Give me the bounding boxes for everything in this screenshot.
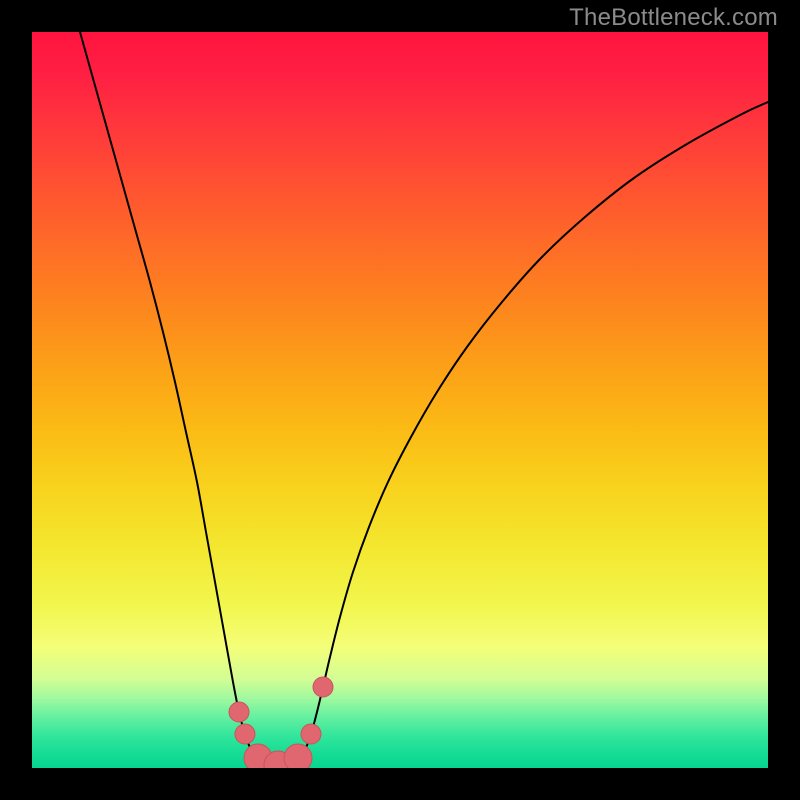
plot-area bbox=[32, 32, 768, 768]
curve-marker bbox=[301, 724, 321, 744]
chart-canvas: TheBottleneck.com bbox=[0, 0, 800, 800]
curve-marker bbox=[235, 724, 255, 744]
watermark-text: TheBottleneck.com bbox=[569, 4, 778, 32]
curve-marker bbox=[229, 702, 249, 722]
chart-svg bbox=[0, 0, 800, 800]
curve-marker bbox=[313, 677, 333, 697]
curve-marker bbox=[284, 744, 312, 772]
